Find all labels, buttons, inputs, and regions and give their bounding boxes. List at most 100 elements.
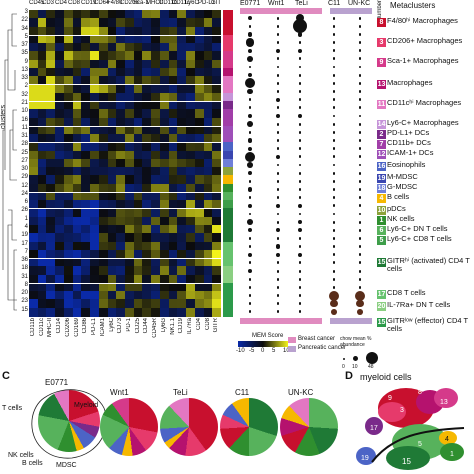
metacluster-number: 3	[377, 38, 386, 47]
top-marker-label: GITR	[211, 0, 221, 6]
abundance-dot	[247, 48, 253, 53]
heatmap-cell	[116, 142, 126, 152]
cluster-label: 4	[24, 224, 28, 231]
heatmap-cell	[37, 282, 47, 292]
heatmap-separator	[29, 34, 221, 36]
heatmap-cell	[159, 282, 169, 292]
heatmap-cell	[55, 10, 65, 19]
metacluster-label: CD8 T cells	[387, 288, 426, 297]
abundance-dot	[295, 13, 305, 23]
heatmap-cell	[212, 10, 222, 19]
heatmap-cell	[194, 100, 204, 110]
strip-segment	[223, 299, 233, 309]
heatmap-cell	[186, 117, 196, 127]
heatmap-cell	[81, 233, 91, 243]
heatmap-cell	[151, 67, 161, 77]
strip-segment	[223, 249, 233, 259]
heatmap-cell	[72, 258, 82, 268]
heatmap-cell	[125, 100, 134, 110]
heatmap-cell	[72, 34, 82, 44]
abundance-legend: chow mean % abundance 0 10 48	[340, 336, 380, 370]
abundance-dot	[298, 212, 302, 216]
heatmap-row	[29, 67, 222, 77]
heatmap-cell	[72, 18, 82, 28]
strip-segment	[223, 117, 233, 127]
metacluster-label: CD11b+ DCs	[387, 138, 431, 147]
heatmap-cell	[186, 208, 196, 218]
abundance-dot	[332, 65, 336, 69]
abundance-dot	[247, 15, 253, 21]
heatmap-cell	[37, 307, 47, 317]
abundance-tick-3: 48	[368, 364, 374, 370]
heatmap-row	[29, 291, 222, 301]
heatmap-cell	[90, 158, 100, 168]
heatmap-cell	[46, 150, 56, 160]
abundance-dot	[298, 261, 302, 265]
heatmap-cell	[177, 175, 187, 185]
heatmap-row	[29, 100, 222, 110]
heatmap-cell	[107, 26, 117, 36]
heatmap-cell	[98, 51, 108, 61]
heatmap-cell	[107, 266, 117, 276]
abundance-dot	[358, 41, 362, 44]
heatmap-separator	[29, 191, 221, 193]
heatmap-cell	[90, 291, 100, 301]
heatmap-cell	[98, 274, 108, 284]
heatmap-cell	[125, 307, 134, 317]
heatmap-cell	[29, 134, 38, 144]
heatmap-cell	[133, 266, 143, 276]
heatmap-cell	[142, 109, 152, 119]
heatmap-cell	[151, 249, 161, 259]
heatmap-cell	[55, 158, 65, 168]
heatmap-cell	[159, 84, 169, 94]
metacluster-label: GITRʰⁱ (activated) CD4 T cells	[387, 256, 470, 273]
heatmap-cell	[37, 34, 47, 44]
heatmap-cell	[133, 142, 143, 152]
heatmap-cell	[72, 233, 82, 243]
pancreatic-bar-bottom	[330, 318, 372, 324]
metacluster-label: Macrophages	[387, 78, 433, 87]
heatmap-cell	[203, 76, 213, 86]
heatmap-cell	[116, 233, 126, 243]
cluster-label: 13	[21, 66, 28, 73]
heatmap-cell	[29, 249, 38, 259]
breast-bar-top	[240, 8, 322, 14]
abundance-dot	[355, 290, 365, 301]
tsne-label-17: 17	[370, 425, 378, 432]
strip-segment	[223, 241, 233, 251]
heatmap-cell	[81, 241, 91, 251]
heatmap-cell	[125, 117, 134, 127]
heatmap-cell	[55, 43, 65, 53]
annot-mdsc: MDSC	[56, 462, 77, 469]
heatmap-cell	[159, 67, 169, 77]
heatmap-cell	[72, 10, 82, 19]
heatmap-cell	[203, 258, 213, 268]
heatmap-cell	[46, 175, 56, 185]
mem-score-legend: MEM Score -10 -5 0 5 10	[236, 333, 296, 361]
heatmap-cell	[29, 175, 38, 185]
heatmap-cell	[125, 92, 134, 102]
abundance-dot	[332, 253, 336, 257]
heatmap-cell	[55, 34, 65, 44]
heatmap-cell	[37, 167, 47, 177]
bottom-marker-label: NK1.1	[169, 318, 176, 335]
abundance-dot	[358, 65, 362, 69]
abundance-dot	[332, 261, 336, 265]
heatmap-cell	[55, 76, 65, 86]
heatmap-cell	[125, 266, 134, 276]
heatmap-cell	[177, 274, 187, 284]
heatmap-cell	[55, 18, 65, 28]
abundance-dot	[276, 302, 280, 306]
heatmap-row	[29, 18, 222, 28]
heatmap-cell	[29, 258, 38, 268]
abundance-dot	[332, 269, 336, 273]
heatmap-cell	[90, 258, 100, 268]
abundance-dot	[332, 147, 336, 151]
heatmap-cell	[194, 43, 204, 53]
strip-segment	[223, 175, 233, 185]
cluster-label: 5	[24, 33, 28, 40]
heatmap-cell	[46, 233, 56, 243]
heatmap-cell	[116, 266, 126, 276]
heatmap-cell	[186, 92, 196, 102]
abundance-dot	[276, 277, 280, 281]
